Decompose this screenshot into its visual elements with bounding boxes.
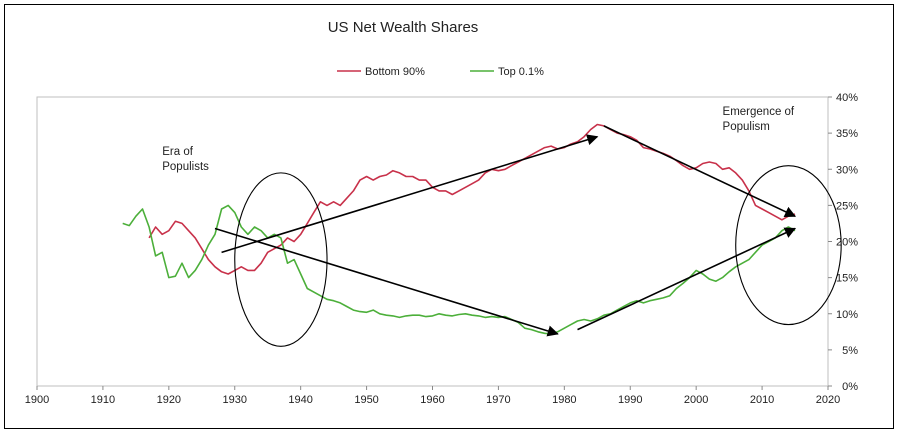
x-tick-label: 1900	[25, 394, 49, 406]
y-tick-label: 15%	[836, 273, 858, 285]
y-tick-label: 30%	[836, 164, 858, 176]
y-tick-label: 10%	[836, 309, 858, 321]
y-tick-label: 20%	[836, 237, 858, 249]
chart-title: US Net Wealth Shares	[328, 19, 479, 36]
arrow-top01-rise	[577, 227, 797, 331]
plot-area: 1900 1910 1920 1930 1940 1950 1960 1970 1980 1990…	[25, 92, 858, 406]
arrow-bottom90-rise	[221, 134, 599, 254]
plot-border	[36, 96, 829, 387]
arrow-top01-fall	[214, 227, 559, 337]
x-tick-label: 2020	[816, 394, 840, 406]
y-tick-label: 25%	[836, 200, 858, 212]
emergence-of-populism-line: Populism	[723, 121, 770, 133]
x-tick-label: 1950	[354, 394, 378, 406]
y-tick-label: 35%	[836, 128, 858, 140]
ellipse-2010s	[735, 165, 842, 326]
legend: Bottom 90% Top 0.1%	[337, 66, 544, 78]
y-tick-label: 40%	[836, 92, 858, 104]
series-line-top-0-1-	[122, 204, 796, 335]
y-tick-label: 5%	[842, 345, 858, 357]
y-tick-label: 0%	[842, 381, 858, 393]
legend-label: Bottom 90%	[365, 66, 425, 78]
x-tick-label: 1980	[552, 394, 576, 406]
chart-frame: US Net Wealth Shares Bottom 90% Top 0.1% …	[4, 4, 894, 429]
x-tick-label: 2010	[750, 394, 774, 406]
x-tick-label: 1940	[288, 394, 312, 406]
ellipse-1930s	[234, 172, 328, 347]
arrow-bottom90-fall	[603, 125, 797, 217]
x-tick-label: 1960	[420, 394, 444, 406]
series-line-bottom-90-	[148, 123, 796, 275]
x-tick-label: 1930	[223, 394, 247, 406]
x-tick-label: 1910	[91, 394, 115, 406]
x-tick-label: 1970	[486, 394, 510, 406]
x-tick-label: 1920	[157, 394, 181, 406]
era-of-populists-line: Era of	[162, 146, 193, 158]
x-tick-label: 1990	[618, 394, 642, 406]
emergence-of-populism-line: Emergence of	[723, 106, 795, 118]
emergence-of-populism-annotation: Emergence of Populism	[723, 106, 795, 133]
wealth-shares-chart: US Net Wealth Shares Bottom 90% Top 0.1% …	[25, 19, 858, 406]
era-of-populists-line: Populists	[162, 161, 209, 173]
legend-label: Top 0.1%	[498, 66, 544, 78]
x-tick-label: 2000	[684, 394, 708, 406]
era-of-populists-annotation: Era of Populists	[162, 146, 209, 173]
